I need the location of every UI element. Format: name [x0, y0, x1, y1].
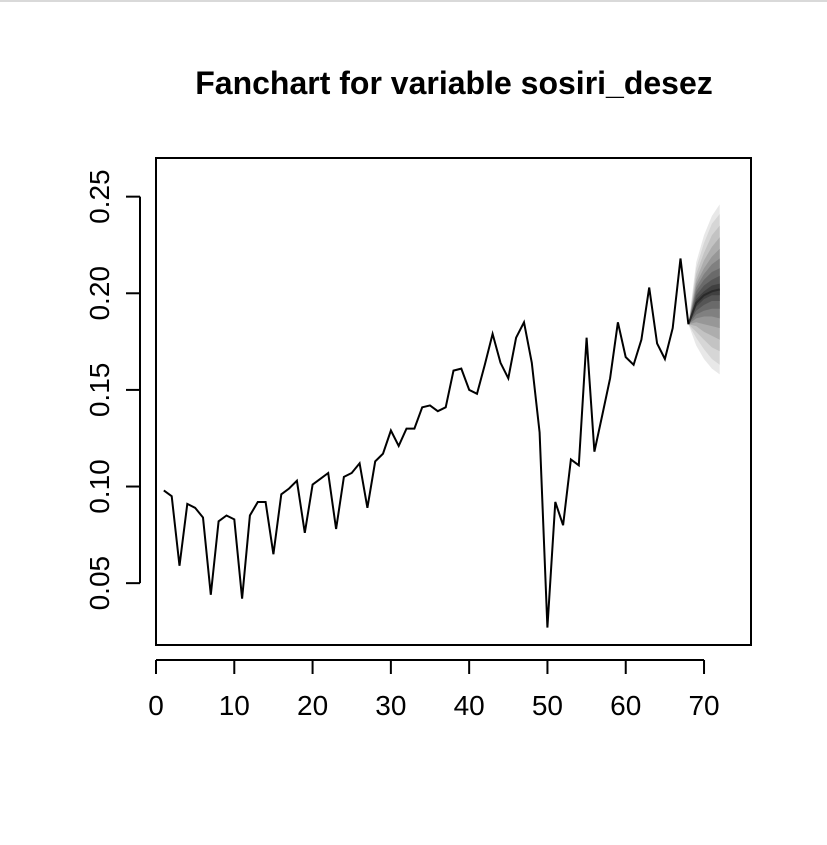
x-tick-label: 60 [610, 690, 641, 721]
x-axis: 0 10 20 30 40 50 60 70 [148, 659, 720, 721]
fan-bands [687, 204, 720, 375]
chart-title: Fanchart for variable sosiri_desez [195, 65, 713, 101]
x-tick-label: 30 [375, 690, 406, 721]
x-tick-label: 40 [454, 690, 485, 721]
x-tick-label: 50 [532, 690, 563, 721]
plot-frame [155, 157, 752, 646]
x-tick-label: 70 [688, 690, 719, 721]
y-tick-label: 0.25 [84, 169, 115, 224]
y-axis: 0.05 0.10 0.15 0.20 0.25 [84, 169, 141, 611]
fan-median-line [687, 288, 720, 325]
series-line-group [163, 258, 690, 628]
x-tick-label: 20 [297, 690, 328, 721]
x-tick-label: 0 [148, 690, 164, 721]
y-tick-label: 0.15 [84, 363, 115, 418]
x-tick-label: 10 [219, 690, 250, 721]
y-tick-label: 0.10 [84, 459, 115, 514]
y-tick-label: 0.05 [84, 556, 115, 611]
y-tick-label: 0.20 [84, 266, 115, 321]
series-line-1 [163, 258, 690, 628]
top-border-line [0, 0, 827, 2]
fan-band-10 [688, 283, 720, 325]
